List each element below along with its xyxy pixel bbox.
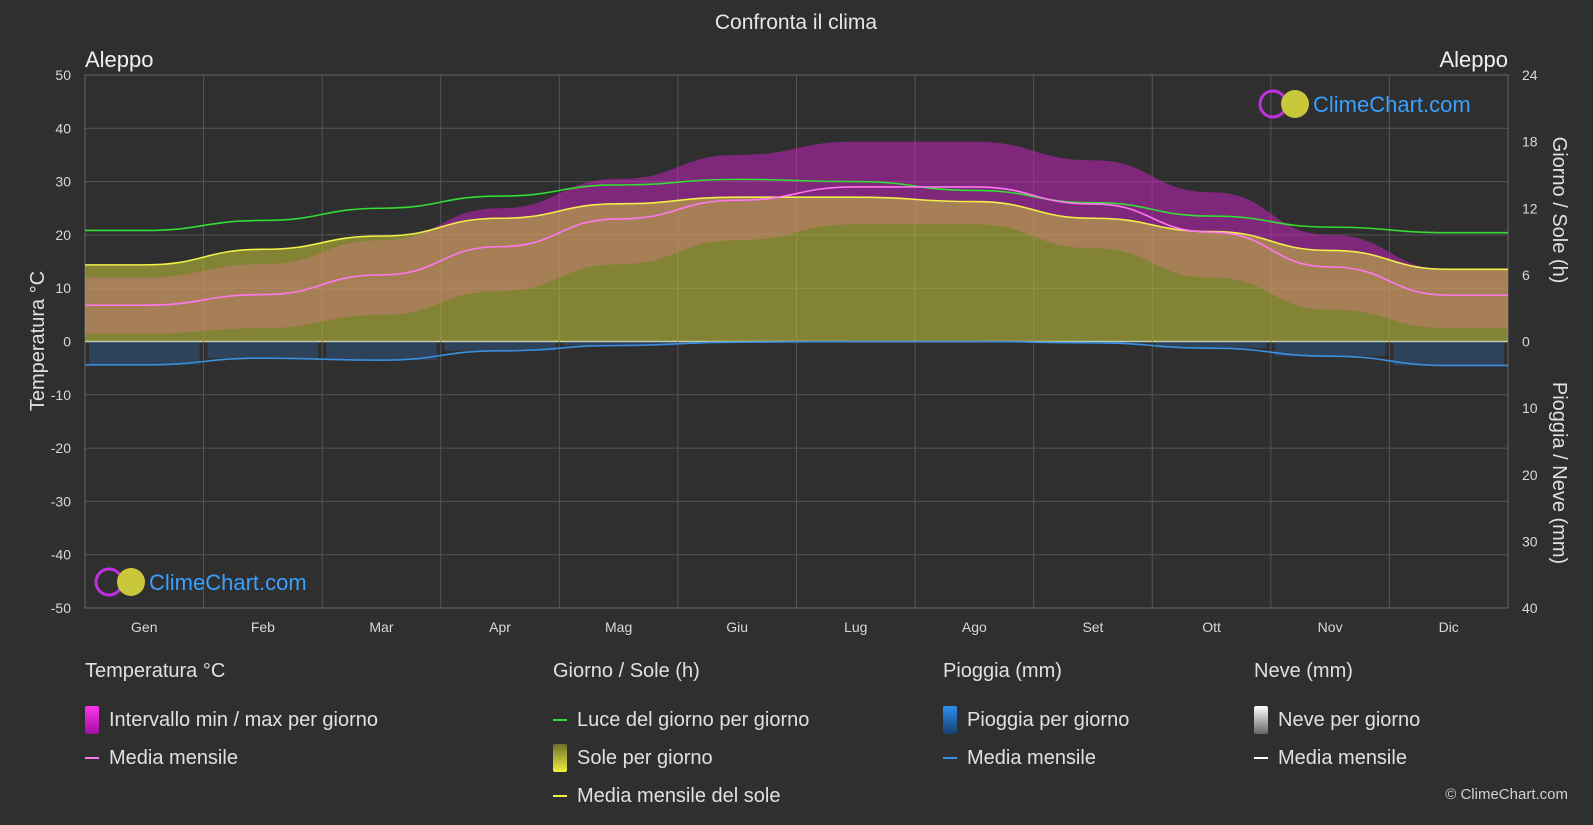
legend-item: Media mensile [1254,739,1420,777]
y-tick-left: 20 [55,227,71,243]
legend-title: Giorno / Sole (h) [553,660,700,682]
sunshine-swatch-icon [553,744,567,772]
y-tick-right-bottom: 40 [1522,600,1538,616]
legend-title: Temperatura °C [85,660,226,682]
legend-label: Media mensile [967,746,1096,769]
x-tick-label: Ago [962,619,987,635]
chart-title: Confronta il clima [715,11,878,34]
y-tick-right-bottom: 10 [1522,400,1538,416]
x-tick-label: Mar [369,619,393,635]
y-tick-left: 40 [55,120,71,136]
legend-daylight: Giorno / Sole (h) Luce del giorno per gi… [553,660,809,815]
temp-avg-line [84,186,1508,307]
x-tick-label: Ott [1202,619,1221,635]
series-lines [84,178,1508,367]
logo-sun-icon [1281,90,1309,118]
x-tick-label: Nov [1318,619,1343,635]
y-tick-left: -30 [51,493,71,509]
rain-bar [1156,341,1267,349]
legend-title: Neve (mm) [1254,660,1353,682]
city-left: Aleppo [85,47,154,72]
legend-item: Media mensile [85,739,378,777]
sunshine-avg-line-icon [553,795,567,797]
legend-label: Sole per giorno [577,746,713,769]
y-tick-right-bottom: 20 [1522,467,1538,483]
rain-bar [1393,341,1504,366]
y-axis-label-right-bottom: Pioggia / Neve (mm) [1548,382,1570,564]
y-tick-right-top: 18 [1522,134,1538,150]
city-right: Aleppo [1439,47,1508,72]
daylight-line-icon [553,719,567,721]
legend-snow: Neve (mm) Neve per giorno Media mensile [1254,660,1420,777]
x-tick-label: Feb [251,619,275,635]
legend-item: Media mensile [943,739,1129,777]
y-tick-right-bottom: 30 [1522,533,1538,549]
legend-item: Luce del giorno per giorno [553,701,809,739]
temp-avg-line-icon [85,757,99,759]
rain-avg-line-icon [943,757,957,759]
y-tick-right-top: 24 [1522,67,1538,83]
brand-text-top: ClimeChart.com [1313,92,1471,117]
x-tick-label: Giu [726,619,748,635]
legend-title: Pioggia (mm) [943,660,1062,682]
rain-bars [89,341,1504,366]
temp-range-swatch-icon [85,706,99,734]
y-tick-left: -50 [51,600,71,616]
rain-bar [563,341,674,346]
legend-label: Neve per giorno [1278,708,1421,731]
y-tick-left: 10 [55,280,71,296]
legend-label: Media mensile [1278,746,1407,769]
y-axis-label-left: Temperatura °C [27,271,49,411]
rain-bar [1274,341,1386,357]
snow-avg-line-icon [1254,757,1268,759]
x-tick-label: Mag [605,619,632,635]
y-tick-right-top: 0 [1522,334,1530,350]
y-tick-left: -10 [51,387,71,403]
brand-logo-bottom[interactable]: ClimeChart.com [94,567,307,597]
brand-text-bottom: ClimeChart.com [149,570,307,595]
legend-rain: Pioggia (mm) Pioggia per giorno Media me… [943,660,1129,777]
rain-bar [444,341,556,351]
y-tick-left: 0 [63,334,71,350]
snow-swatch-icon [1254,706,1268,734]
y-tick-right-top: 12 [1522,200,1538,216]
rain-bar [207,341,319,359]
sunshine-area-fill [85,197,1508,342]
y-tick-right-top: 6 [1522,267,1530,283]
rain-avg-line [84,340,1508,367]
sunshine-area [85,197,1508,342]
y-axis-label-right-top: Giorno / Sole (h) [1548,137,1570,284]
rain-bar [326,341,437,361]
legend-item: Neve per giorno [1254,701,1420,739]
brand-logo-top[interactable]: ClimeChart.com [1258,89,1471,119]
legend-label: Pioggia per giorno [967,708,1130,731]
x-tick-label: Lug [844,619,867,635]
x-tick-label: Set [1082,619,1103,635]
x-tick-label: Gen [131,619,157,635]
y-tick-left: -40 [51,547,71,563]
legend-label: Intervallo min / max per giorno [109,708,379,731]
rain-bar [89,341,200,365]
legend-item: Media mensile del sole [553,777,809,815]
legend-item: Intervallo min / max per giorno [85,701,378,739]
daylight-line [84,178,1508,234]
legend-label: Media mensile del sole [577,784,781,807]
y-tick-left: 30 [55,174,71,190]
copyright: © ClimeChart.com [1445,786,1568,803]
climate-chart: Confronta il clima Aleppo Aleppo 50 40 30 2… [27,11,1570,635]
rain-swatch-icon [943,706,957,734]
sunshine-avg-line [85,196,1508,271]
legend-label: Luce del giorno per giorno [577,708,810,731]
y-tick-left: -20 [51,440,71,456]
x-tick-label: Dic [1439,619,1459,635]
x-tick-label: Apr [489,619,511,635]
legend-item: Pioggia per giorno [943,701,1129,739]
legend-item: Sole per giorno [553,739,809,777]
axis-ticks: 50 40 30 20 10 0 -10 -20 -30 -40 -50 24 18 12 6 0 10 20 30… [51,67,1538,635]
y-tick-left: 50 [55,67,71,83]
legend-temperature: Temperatura °C Intervallo min / max per … [85,660,378,777]
legend-label: Media mensile [109,746,238,769]
logo-sun-icon [117,568,145,596]
